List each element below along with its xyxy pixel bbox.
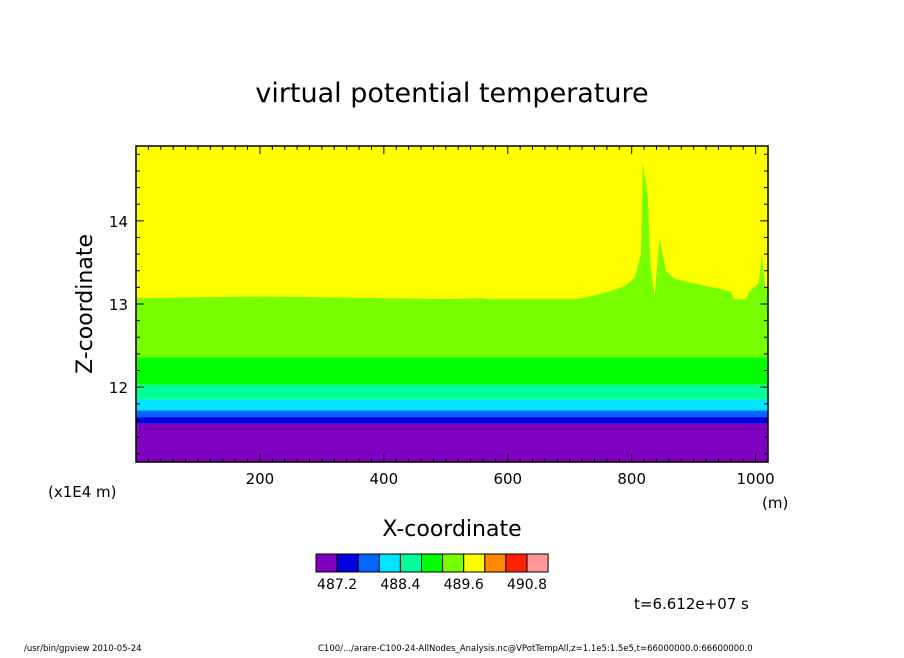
x-unit-label: (m) bbox=[762, 494, 788, 512]
y-tick-label: 14 bbox=[109, 213, 128, 231]
y-axis-title: Z-coordinate bbox=[73, 234, 98, 374]
x-tick-label: 400 bbox=[370, 470, 399, 488]
band-5 bbox=[136, 357, 768, 385]
x-tick-label: 600 bbox=[493, 470, 522, 488]
y-tick-label: 13 bbox=[109, 296, 128, 314]
y-unit-label: (x1E4 m) bbox=[48, 483, 117, 501]
x-tick-label: 1000 bbox=[737, 470, 775, 488]
x-axis: 200 400 600 800 1000 bbox=[147, 146, 775, 488]
colorbar: 487.2 488.4 489.6 490.8 bbox=[315, 553, 549, 593]
colorbar-swatch bbox=[378, 553, 401, 573]
footer-source: C100/.../arare-C100-24-AllNodes_Analysis… bbox=[318, 644, 753, 654]
band-2 bbox=[136, 410, 768, 418]
green-layer-top bbox=[136, 162, 768, 358]
chart-title: virtual potential temperature bbox=[255, 78, 648, 109]
plot-area bbox=[135, 145, 769, 463]
band-3 bbox=[136, 399, 768, 411]
x-tick-label: 800 bbox=[617, 470, 646, 488]
y-tick-label: 12 bbox=[109, 379, 128, 397]
colorbar-swatch bbox=[463, 553, 486, 573]
x-axis-title: X-coordinate bbox=[382, 517, 521, 542]
colorbar-swatch bbox=[421, 553, 444, 573]
colorbar-label: 489.6 bbox=[444, 577, 484, 593]
colorbar-swatch bbox=[484, 553, 507, 573]
colorbar-label: 490.8 bbox=[507, 577, 547, 593]
band-7 bbox=[136, 146, 768, 300]
band-1 bbox=[136, 417, 768, 424]
colorbar-swatch bbox=[399, 553, 422, 573]
colorbar-swatch bbox=[336, 553, 359, 573]
colorbar-swatch bbox=[315, 553, 338, 573]
x-tick-label: 200 bbox=[246, 470, 275, 488]
colorbar-swatch bbox=[357, 553, 380, 573]
time-label: t=6.612e+07 s bbox=[634, 595, 749, 613]
colorbar-swatch bbox=[505, 553, 528, 573]
footer-program: /usr/bin/gpview 2010-05-24 bbox=[24, 644, 142, 654]
colorbar-swatch bbox=[526, 553, 549, 573]
colorbar-label: 488.4 bbox=[380, 577, 420, 593]
y-axis: 12 13 14 bbox=[109, 153, 768, 455]
band-0 bbox=[136, 423, 768, 462]
colorbar-swatch bbox=[442, 553, 465, 573]
colorbar-label: 487.2 bbox=[317, 577, 357, 593]
band-4 bbox=[136, 384, 768, 400]
